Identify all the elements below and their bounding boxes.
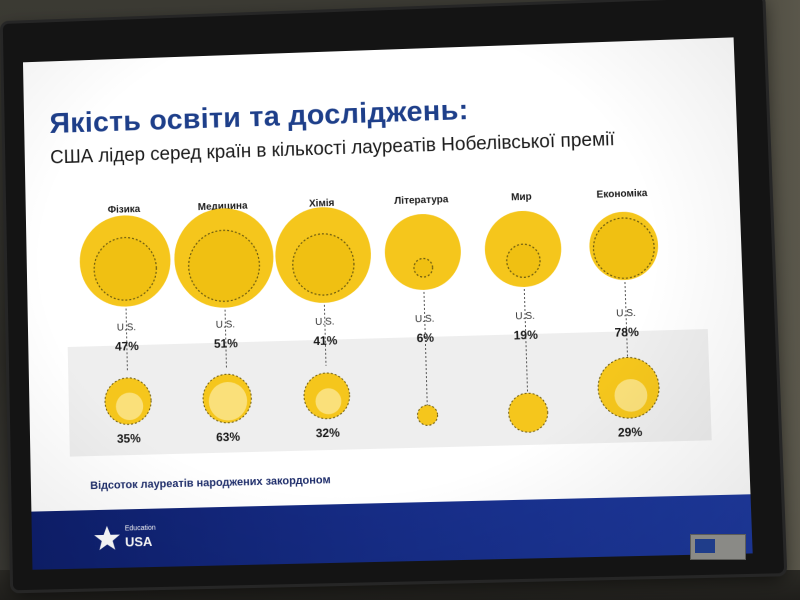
us-marker-label: U.S.: [515, 311, 535, 323]
foreign-percent-label: 32%: [316, 425, 341, 440]
category-label: Мир: [511, 192, 532, 204]
us-percent-label: 19%: [513, 328, 538, 343]
foreign-percent-label: 63%: [216, 429, 241, 444]
us-marker-label: U.S.: [315, 316, 335, 328]
us-marker-label: U.S.: [216, 319, 236, 331]
star-icon: [93, 524, 121, 553]
us-marker-label: U.S.: [117, 322, 136, 334]
nobel-bubble-chart: ФізикаU.S.47%35%МедицинаU.S.51%63%ХіміяU…: [23, 37, 750, 507]
us-percent-label: 6%: [416, 331, 434, 346]
category-label: Економіка: [596, 188, 648, 201]
footer-bar: Education USA: [31, 494, 752, 569]
tv-monitor: Якість освіти та досліджень: США лідер с…: [3, 0, 784, 590]
foreign-percent-label: 35%: [117, 431, 141, 446]
us-marker-label: U.S.: [616, 308, 636, 320]
eu-flag-icon: [695, 539, 715, 553]
logo-text-usa: USA: [125, 534, 153, 550]
us-percent-label: 78%: [614, 325, 639, 340]
laureates-total-bubble: [384, 213, 462, 291]
presentation-slide: Якість освіти та досліджень: США лідер с…: [23, 37, 753, 569]
us-percent-label: 51%: [214, 336, 239, 351]
us-share-bubble: [292, 233, 355, 296]
chart-layer: ФізикаU.S.47%35%МедицинаU.S.51%63%ХіміяU…: [65, 186, 712, 456]
us-marker-label: U.S.: [415, 314, 435, 326]
us-percent-label: 41%: [313, 333, 338, 348]
category-label: Література: [394, 194, 449, 207]
foreign-percent-label: 29%: [618, 425, 643, 440]
us-percent-label: 47%: [115, 339, 139, 354]
education-usa-logo: Education USA: [93, 522, 173, 554]
category-label: Фізика: [108, 204, 141, 216]
logo-text-education: Education: [125, 525, 156, 533]
eu-sticker: [690, 534, 746, 560]
